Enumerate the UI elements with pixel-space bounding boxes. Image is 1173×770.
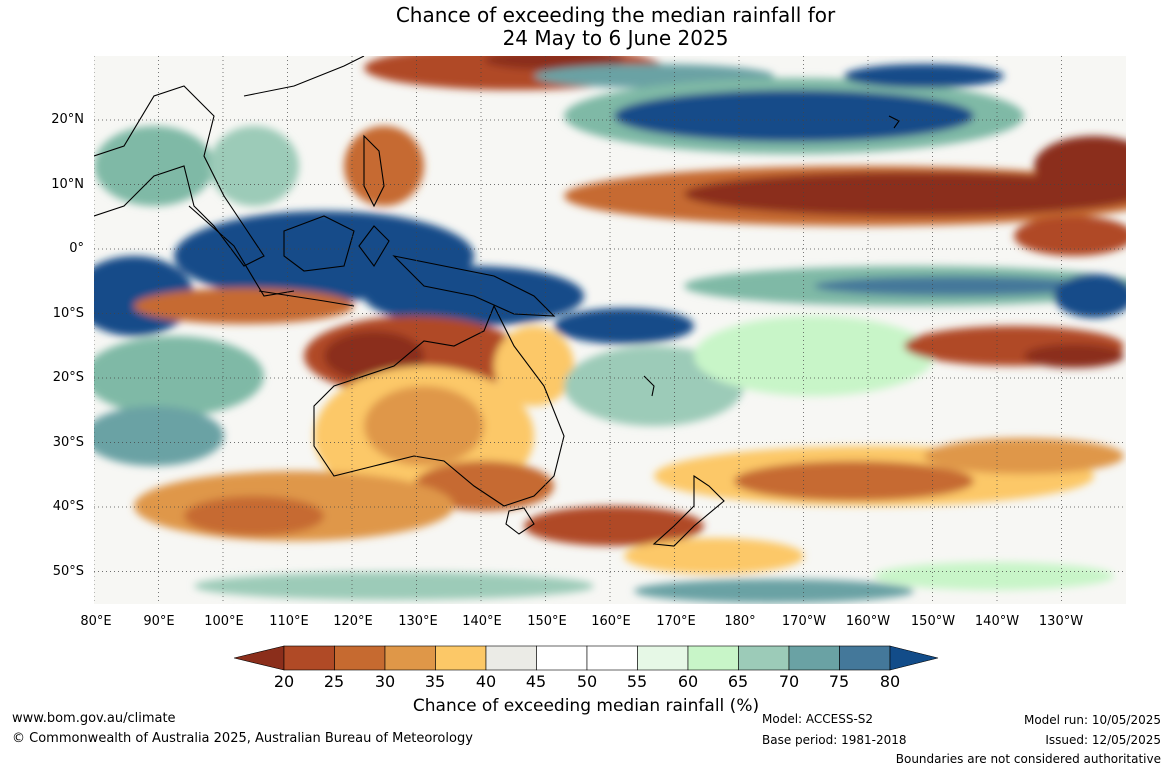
lon-label: 160°W bbox=[845, 614, 891, 629]
lat-label: 20°N bbox=[51, 112, 84, 127]
lon-label: 150°W bbox=[910, 614, 956, 629]
colorbar-max-arrow bbox=[889, 645, 939, 671]
new-guinea-coastline bbox=[392, 255, 556, 317]
website-link[interactable]: www.bom.gov.au/climate bbox=[12, 711, 176, 726]
lon-label: 130°W bbox=[1038, 614, 1084, 629]
title-line-1: Chance of exceeding the median rainfall … bbox=[395, 3, 836, 27]
model-run-text: Model run: 10/05/2025 bbox=[1023, 713, 1161, 727]
colorbar-swatch bbox=[334, 645, 386, 671]
lon-label: 90°E bbox=[143, 614, 175, 629]
colorbar-swatch bbox=[586, 645, 638, 671]
colorbar bbox=[233, 645, 940, 675]
colorbar-swatch bbox=[637, 645, 689, 671]
colorbar-tick: 20 bbox=[273, 672, 295, 691]
colorbar-swatch bbox=[788, 645, 840, 671]
colorbar-min-arrow bbox=[233, 645, 285, 671]
model-text: Model: ACCESS-S2 bbox=[762, 712, 874, 726]
lon-label: 80°E bbox=[80, 614, 112, 629]
colorbar-tick: 55 bbox=[626, 672, 648, 691]
lat-label: 0° bbox=[69, 241, 84, 256]
disclaimer-text: Boundaries are not considered authoritat… bbox=[895, 752, 1161, 766]
colorbar-tick: 45 bbox=[525, 672, 547, 691]
lon-label: 130°E bbox=[398, 614, 438, 629]
issued-text: Issued: 12/05/2025 bbox=[1045, 733, 1161, 747]
graticule bbox=[94, 56, 1126, 604]
asia-coastline bbox=[94, 85, 265, 267]
copyright-text: © Commonwealth of Australia 2025, Austra… bbox=[12, 731, 473, 746]
borneo-coastline bbox=[283, 215, 355, 272]
lon-label: 120°E bbox=[333, 614, 373, 629]
colorbar-tick: 50 bbox=[576, 672, 598, 691]
lat-label: 20°S bbox=[52, 370, 84, 385]
lon-label: 170°E bbox=[656, 614, 696, 629]
colorbar-swatch bbox=[485, 645, 537, 671]
hawaii-coastline bbox=[888, 115, 900, 129]
china-coastline bbox=[243, 56, 365, 97]
colorbar-tick: 80 bbox=[879, 672, 901, 691]
colorbar-swatch bbox=[687, 645, 739, 671]
java-coastline bbox=[258, 290, 355, 307]
sulawesi-coastline bbox=[358, 225, 390, 267]
lon-label: 140°W bbox=[974, 614, 1020, 629]
new-zealand-coastline bbox=[652, 474, 725, 547]
base-period-text: Base period: 1981-2018 bbox=[762, 733, 907, 747]
title-line-2: 24 May to 6 June 2025 bbox=[502, 26, 729, 50]
colorbar-tick: 40 bbox=[475, 672, 497, 691]
rainfall-map bbox=[94, 56, 1126, 604]
tasmania-coastline bbox=[505, 507, 535, 535]
colorbar-swatches bbox=[233, 645, 939, 671]
lat-label: 50°S bbox=[52, 564, 84, 579]
map-title: Chance of exceeding the median rainfall … bbox=[0, 4, 1173, 50]
lon-label: 160°E bbox=[591, 614, 631, 629]
australia-coastline bbox=[313, 304, 565, 507]
new-caledonia-coastline bbox=[643, 375, 655, 397]
colorbar-swatch bbox=[738, 645, 790, 671]
colorbar-tick: 35 bbox=[424, 672, 446, 691]
philippines-coastline bbox=[363, 134, 385, 208]
coastlines bbox=[94, 56, 900, 547]
lon-label: 110°E bbox=[269, 614, 309, 629]
lat-label: 10°S bbox=[52, 306, 84, 321]
lat-label: 40°S bbox=[52, 499, 84, 514]
colorbar-swatch bbox=[839, 645, 891, 671]
lat-label: 30°S bbox=[52, 435, 84, 450]
lon-label: 180° bbox=[724, 614, 756, 629]
colorbar-swatch bbox=[283, 645, 335, 671]
colorbar-tick: 65 bbox=[727, 672, 749, 691]
colorbar-tick: 25 bbox=[323, 672, 345, 691]
map-canvas bbox=[94, 56, 1126, 604]
lon-label: 150°E bbox=[527, 614, 567, 629]
lon-label: 100°E bbox=[204, 614, 244, 629]
sumatra-coastline bbox=[188, 205, 295, 297]
colorbar-swatch bbox=[384, 645, 436, 671]
lon-label: 170°W bbox=[781, 614, 827, 629]
colorbar-tick: 70 bbox=[778, 672, 800, 691]
lon-label: 140°E bbox=[462, 614, 502, 629]
colorbar-tick: 75 bbox=[828, 672, 850, 691]
rainfall-probability-field bbox=[94, 56, 1126, 603]
colorbar-tick: 30 bbox=[374, 672, 396, 691]
colorbar-tick: 60 bbox=[677, 672, 699, 691]
colorbar-swatch bbox=[435, 645, 487, 671]
colorbar-label: Chance of exceeding median rainfall (%) bbox=[412, 696, 760, 716]
lat-label: 10°N bbox=[51, 177, 84, 192]
colorbar-swatch bbox=[536, 645, 588, 671]
